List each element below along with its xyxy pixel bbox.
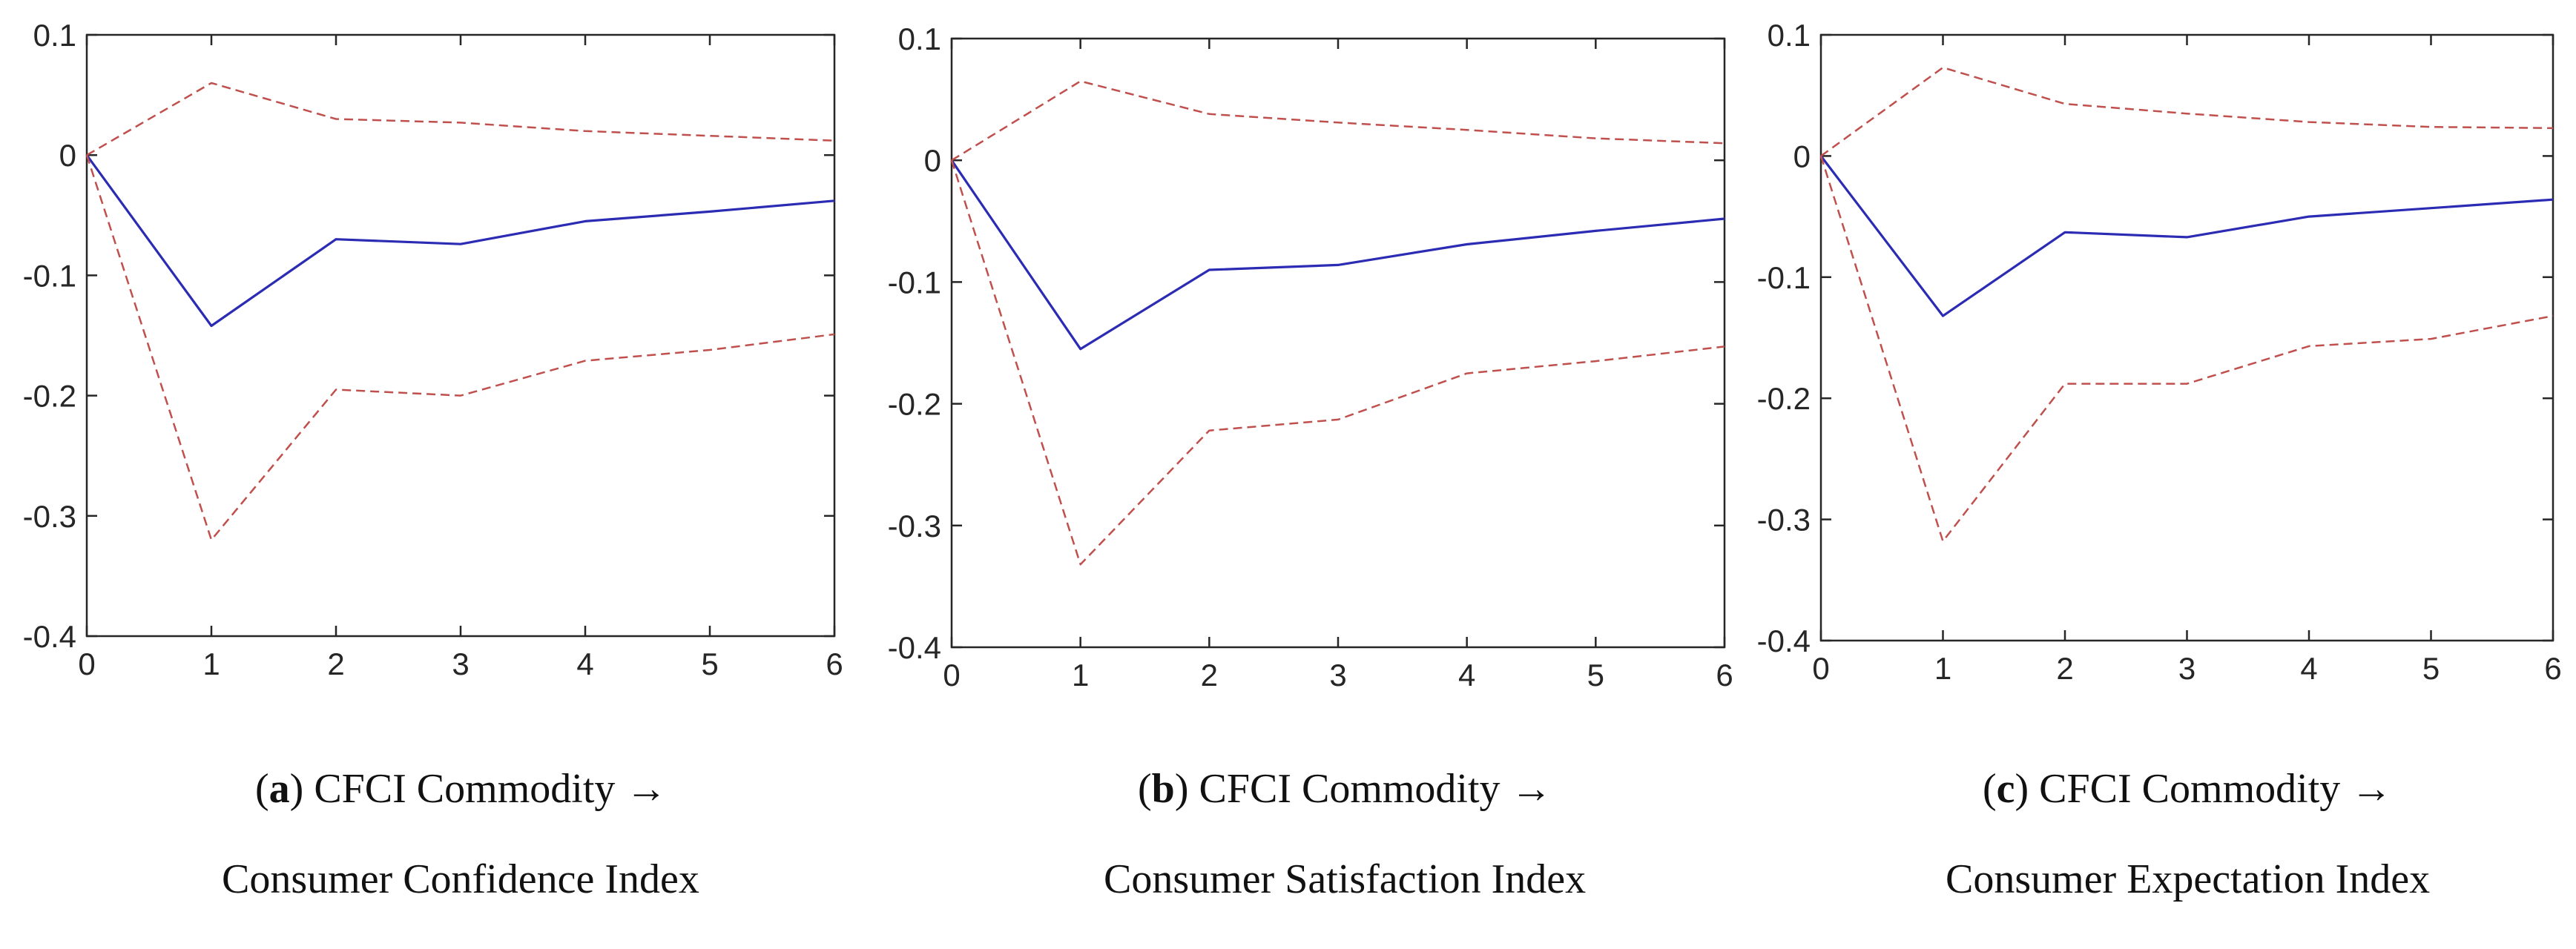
y-tick-label-b-0: 0.1 xyxy=(898,22,941,56)
axes-box-c xyxy=(1819,33,2554,642)
x-tick-label-c-5: 5 xyxy=(2422,651,2440,686)
x-tick-label-c-6: 6 xyxy=(2544,651,2561,686)
y-tick-label-a-4: -0.3 xyxy=(23,499,76,534)
x-tick-label-a-2: 2 xyxy=(327,647,344,681)
y-tick-label-a-3: -0.2 xyxy=(23,379,76,414)
panel-a: 0.10-0.1-0.2-0.3-0.40 1 2 3 4 5 6 xyxy=(23,18,843,681)
axes-box-b xyxy=(950,37,1726,649)
caption-close-a: ) xyxy=(289,766,304,812)
y-tick-label-c-1: 0 xyxy=(1793,139,1811,173)
x-tick-label-b-0: 0 xyxy=(943,658,960,692)
x-tick-label-a-0: 0 xyxy=(78,647,95,681)
x-tick-label-a-6: 6 xyxy=(826,647,843,681)
caption-label-b: b xyxy=(1151,766,1175,812)
y-tick-label-a-1: 0 xyxy=(59,138,76,173)
caption-text-b: CFCI Commodity xyxy=(1188,766,1511,812)
caption-c-line2: Consumer Expectation Index xyxy=(1946,856,2431,902)
y-tick-label-c-5: -0.4 xyxy=(1757,624,1811,658)
x-tick-label-c-2: 2 xyxy=(2056,651,2073,686)
x-tick-label-b-4: 4 xyxy=(1458,658,1475,692)
caption-a-line2: Consumer Confidence Index xyxy=(222,856,699,902)
caption-b-line2: Consumer Satisfaction Index xyxy=(1104,856,1587,902)
y-tick-label-c-3: -0.2 xyxy=(1757,381,1811,416)
caption-text-c: CFCI Commodity xyxy=(2029,766,2351,812)
caption-text-a: CFCI Commodity xyxy=(303,766,626,812)
x-tick-label-c-0: 0 xyxy=(1812,651,1829,686)
x-tick-label-b-2: 2 xyxy=(1201,658,1218,692)
x-tick-label-a-3: 3 xyxy=(452,647,469,681)
x-tick-label-c-1: 1 xyxy=(1934,651,1951,686)
y-tick-label-a-5: -0.4 xyxy=(23,619,76,654)
caption-arrow-c: → xyxy=(2351,766,2393,812)
caption-arrow-b: → xyxy=(1510,766,1552,812)
y-tick-label-c-0: 0.1 xyxy=(1768,18,1811,53)
y-tick-label-b-5: -0.4 xyxy=(888,630,941,665)
x-tick-label-b-6: 6 xyxy=(1716,658,1733,692)
axes-box-a xyxy=(85,33,836,638)
panel-c: 0.10-0.1-0.2-0.3-0.40 1 2 3 4 5 6 xyxy=(1757,18,2562,686)
y-tick-label-b-3: -0.2 xyxy=(888,387,941,422)
x-tick-label-a-1: 1 xyxy=(202,647,220,681)
caption-open-a: ( xyxy=(255,766,269,812)
y-tick-label-a-0: 0.1 xyxy=(33,18,76,53)
x-tick-label-a-4: 4 xyxy=(576,647,593,681)
y-tick-label-c-2: -0.1 xyxy=(1757,260,1811,295)
caption-b-line1: (b) CFCI Commodity → xyxy=(1138,765,1552,813)
x-tick-label-a-5: 5 xyxy=(701,647,718,681)
y-tick-label-b-2: -0.1 xyxy=(888,265,941,300)
caption-close-c: ) xyxy=(2015,766,2029,812)
caption-label-c: c xyxy=(1996,766,2015,812)
caption-open-b: ( xyxy=(1138,766,1152,812)
caption-close-b: ) xyxy=(1174,766,1189,812)
panel-b: 0.10-0.1-0.2-0.3-0.40 1 2 3 4 5 6 xyxy=(888,22,1733,692)
caption-arrow-a: → xyxy=(625,766,668,812)
y-tick-label-a-2: -0.1 xyxy=(23,258,76,293)
caption-c-line1: (c) CFCI Commodity → xyxy=(1983,765,2392,813)
y-tick-label-b-4: -0.3 xyxy=(888,509,941,543)
caption-open-c: ( xyxy=(1983,766,1997,812)
x-tick-label-c-4: 4 xyxy=(2300,651,2317,686)
x-tick-label-b-3: 3 xyxy=(1329,658,1346,692)
caption-a-line1: (a) CFCI Commodity → xyxy=(255,765,667,813)
x-tick-label-b-5: 5 xyxy=(1587,658,1604,692)
x-tick-label-b-1: 1 xyxy=(1072,658,1089,692)
y-tick-label-b-1: 0 xyxy=(924,143,941,178)
y-tick-label-c-4: -0.3 xyxy=(1757,503,1811,538)
caption-label-a: a xyxy=(269,766,290,812)
x-tick-label-c-3: 3 xyxy=(2178,651,2195,686)
